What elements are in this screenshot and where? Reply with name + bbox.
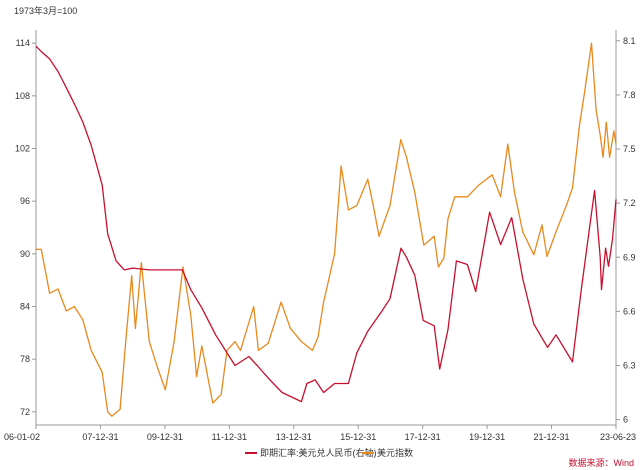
x-tick-label: 23-06-23 [600,432,636,442]
series-line-fx [35,45,617,403]
right-axis-ticks: 6 6.3 6.6 6.9 7.2 7.5 7.8 8.1 [616,36,636,425]
unit-label: 1973年3月=100 [14,5,77,16]
right-tick-label: 6.9 [623,252,636,262]
plot-frame [35,30,617,426]
left-tick-label: 96 [20,196,30,206]
right-tick-label: 7.2 [623,198,636,208]
x-tick-label: 15-12-31 [340,432,376,442]
left-tick-label: 90 [20,249,30,259]
legend-label-dxy: 美元指数 [377,447,413,458]
left-tick-label: 114 [16,38,30,48]
x-tick-label: 06-01-02 [4,432,40,442]
right-tick-label: 7.8 [623,90,636,100]
legend-item-fx[interactable]: 即期汇率:美元兑人民币(右轴) [245,447,377,458]
series-line-dxy [36,42,617,417]
x-tick-label: 09-12-31 [147,432,183,442]
right-tick-label: 6 [623,415,628,425]
legend-item-dxy[interactable]: 美元指数 [362,447,413,458]
x-tick-label: 13-12-31 [276,432,312,442]
right-tick-label: 6.6 [623,306,636,316]
right-tick-label: 7.5 [623,144,636,154]
source-note: 数据来源：Wind [568,457,634,468]
x-tick-label: 19-12-31 [469,432,505,442]
x-axis-ticks: 06-01-02 07-12-31 09-12-31 11-12-31 13-12-31… [4,425,636,442]
x-tick-label: 07-12-31 [82,432,118,442]
left-tick-label: 78 [20,354,30,364]
series-layer [35,42,617,417]
left-tick-label: 84 [20,302,30,312]
left-axis-ticks: 72 78 84 90 96 102 108 114 [15,38,36,417]
legend-label-fx: 即期汇率:美元兑人民币(右轴) [260,447,377,458]
left-tick-label: 72 [20,407,30,417]
left-tick-label: 108 [15,91,30,101]
x-tick-label: 21-12-31 [534,432,570,442]
legend: 即期汇率:美元兑人民币(右轴) 美元指数 [245,447,413,458]
x-tick-label: 17-12-31 [405,432,441,442]
right-tick-label: 8.1 [623,36,636,46]
x-tick-label: 11-12-31 [212,432,247,442]
right-tick-label: 6.3 [623,360,636,370]
left-tick-label: 102 [15,144,30,154]
